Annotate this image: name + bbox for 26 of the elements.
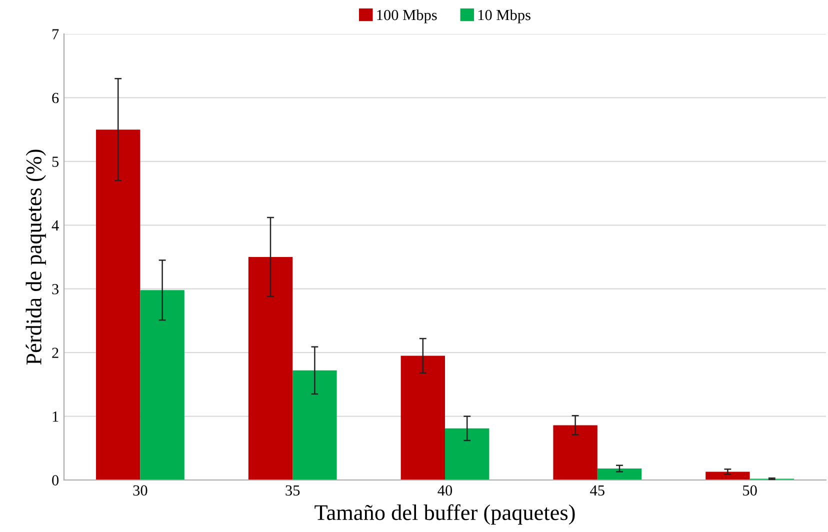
bar	[553, 425, 598, 480]
y-tick-label: 7	[52, 29, 59, 40]
y-tick-label: 5	[52, 156, 59, 167]
y-tick-label: 4	[52, 220, 59, 230]
bar	[140, 290, 184, 480]
legend-label: 100 Mbps	[377, 9, 437, 24]
x-tick-label: 50	[743, 485, 757, 496]
bar	[597, 468, 642, 480]
y-axis-title: Pérdida de paquetes (%)	[26, 150, 46, 365]
bar	[248, 257, 293, 480]
bar	[96, 130, 140, 480]
bar	[706, 472, 750, 480]
bar	[400, 356, 445, 480]
y-tick-label: 6	[52, 92, 59, 104]
legend-label: 10 Mbps	[478, 9, 530, 24]
bar	[445, 428, 490, 480]
x-tick-label: 35	[286, 485, 300, 496]
x-tick-label: 30	[133, 485, 148, 496]
y-tick-label: 0	[52, 475, 59, 486]
bar	[292, 370, 337, 480]
y-tick-label: 3	[52, 284, 59, 294]
x-axis-title: Tamaño del buffer (paquetes)	[314, 504, 575, 525]
x-tick-label: 40	[438, 485, 452, 496]
y-tick-label: 2	[52, 348, 58, 358]
y-tick-label: 1	[52, 412, 58, 422]
x-tick-label: 45	[590, 485, 604, 496]
